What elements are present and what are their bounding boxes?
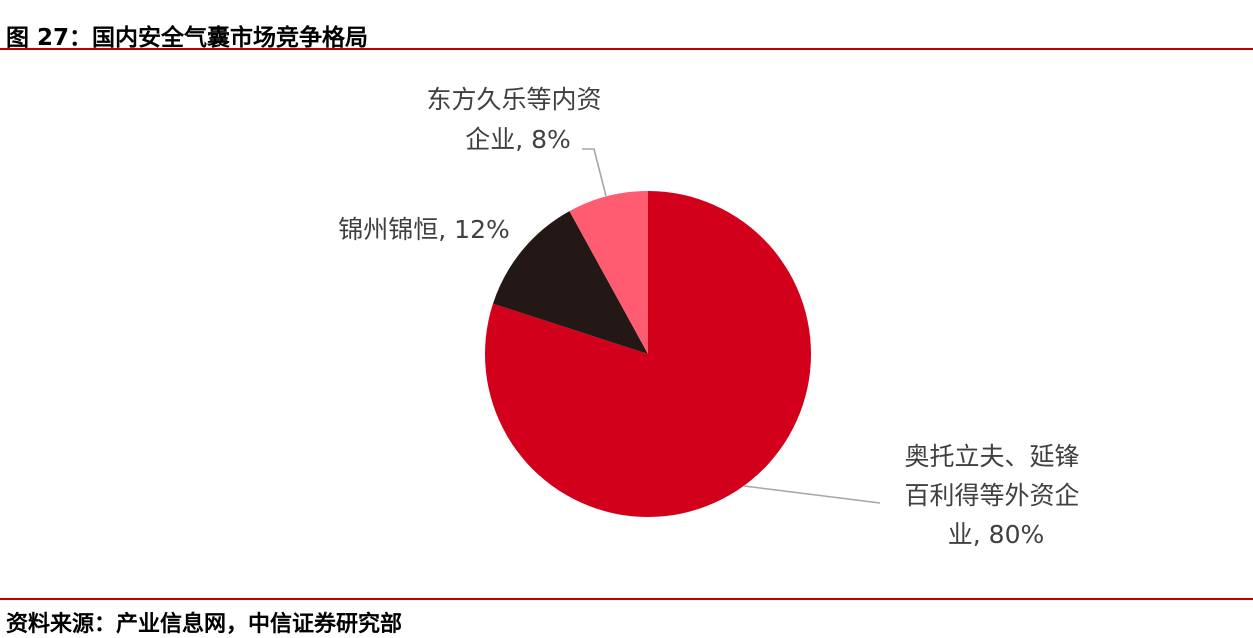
pie-slice-foreign <box>485 191 812 517</box>
leader-lines <box>582 148 881 504</box>
source-rule <box>0 598 1253 600</box>
pie-slice-domestic <box>569 191 648 354</box>
pie-slices <box>485 191 812 517</box>
slice-label-domestic: 东方久乐等内资 企业, 8% <box>427 85 610 154</box>
slice-label-jinzhou: 锦州锦恒, 12% <box>338 215 509 244</box>
source-note: 资料来源：产业信息网，中信证券研究部 <box>6 612 403 637</box>
slice-label-foreign: 奥托立夫、延锋 百利得等外资企 业, 80% <box>905 442 1088 549</box>
title-rule <box>0 48 1253 50</box>
figure-title: 图 27：国内安全气囊市场竞争格局 <box>6 25 369 51</box>
leader-line-domestic <box>582 148 607 197</box>
leader-line-foreign <box>743 485 881 504</box>
pie-slice-jinzhou <box>492 211 648 354</box>
